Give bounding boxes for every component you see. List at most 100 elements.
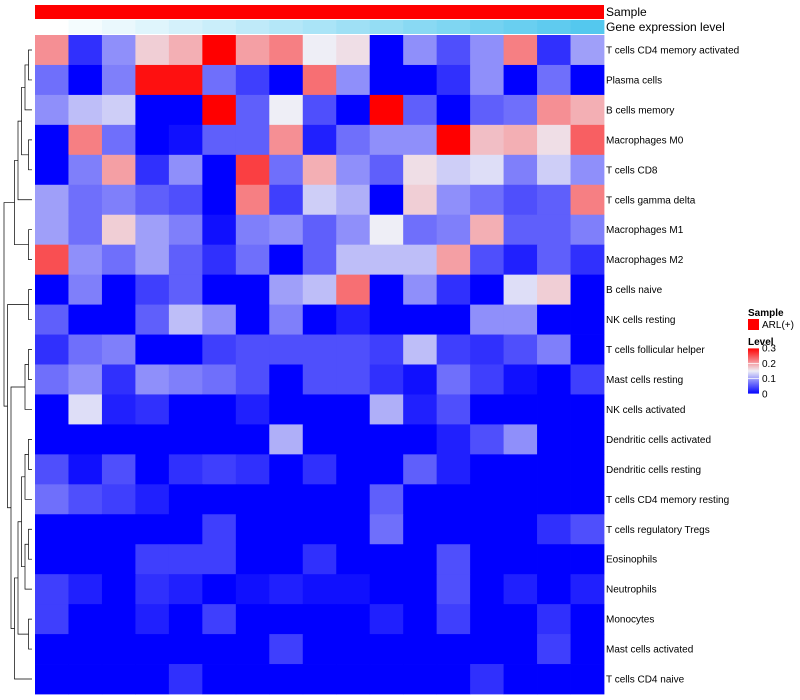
heatmap-cell: [403, 154, 438, 186]
heatmap-cell: [68, 334, 103, 365]
expression-annotation-cell: [202, 20, 237, 34]
heatmap-cell: [570, 514, 605, 545]
heatmap-cell: [302, 514, 337, 545]
dendrogram-branch: [21, 476, 25, 568]
heatmap-cell: [403, 514, 438, 545]
heatmap-cell: [403, 664, 438, 695]
heatmap-cell: [570, 334, 605, 365]
heatmap-cell: [101, 94, 136, 126]
heatmap-cell: [470, 484, 504, 515]
heatmap-cell: [101, 214, 136, 246]
heatmap-cell: [269, 64, 304, 96]
heatmap-cell: [101, 364, 136, 395]
heatmap-cell: [403, 184, 438, 216]
heatmap-cell: [135, 334, 170, 365]
sample-annotation-bar: [35, 5, 604, 19]
heatmap-cell: [68, 574, 103, 605]
heatmap-cell: [436, 244, 471, 276]
heatmap-cell: [336, 484, 371, 515]
expression-annotation-cell: [503, 20, 538, 34]
row-dendrogram: [3, 49, 32, 680]
heatmap-cell: [570, 544, 605, 575]
heatmap-cell: [68, 634, 103, 665]
heatmap-cell: [302, 94, 337, 126]
heatmap-cell: [302, 35, 337, 66]
heatmap-cell: [168, 214, 203, 246]
expression-annotation-cell: [101, 20, 136, 34]
heatmap-cell: [68, 514, 103, 545]
heatmap-cell: [436, 634, 471, 665]
heatmap-cell: [202, 64, 237, 96]
heatmap-cell: [436, 35, 471, 66]
heatmap-cell: [336, 94, 371, 126]
heatmap-cell: [537, 604, 571, 635]
heatmap-cell: [235, 484, 270, 515]
heatmap-cell: [135, 424, 170, 455]
heatmap-cell: [570, 64, 605, 96]
heatmap-cell: [403, 35, 438, 66]
heatmap-cell: [135, 94, 170, 126]
heatmap-cell: [235, 574, 270, 605]
heatmap-cell: [336, 334, 371, 365]
dendrogram-branch: [28, 439, 32, 470]
heatmap-cell: [269, 35, 304, 66]
heatmap-cell: [168, 35, 203, 66]
heatmap-cell: [369, 244, 404, 276]
heatmap-cell: [503, 544, 538, 575]
heatmap-cell: [369, 94, 404, 126]
heatmap-cell: [503, 514, 538, 545]
heatmap-cell: [336, 394, 371, 425]
heatmap-cell: [302, 574, 337, 605]
heatmap-cell: [68, 424, 103, 455]
dendrogram-branch: [28, 289, 32, 320]
heatmap-cell: [302, 364, 337, 395]
heatmap-cell: [369, 634, 404, 665]
heatmap-cell: [101, 334, 136, 365]
heatmap-cell: [470, 394, 504, 425]
heatmap-cell: [436, 274, 471, 305]
heatmap-cell: [403, 604, 438, 635]
legend-sample-title: Sample: [748, 308, 784, 319]
expression-annotation-cell: [168, 20, 203, 34]
heatmap-cell: [35, 514, 69, 545]
legend-sample-swatch: [748, 319, 759, 330]
heatmap-cell: [202, 634, 237, 665]
heatmap-cell: [302, 484, 337, 515]
heatmap-cell: [503, 484, 538, 515]
heatmap-cell: [369, 484, 404, 515]
heatmap-cell: [235, 424, 270, 455]
heatmap-cell: [302, 544, 337, 575]
heatmap-cell: [403, 454, 438, 485]
heatmap-cell: [68, 394, 103, 425]
legend-level-title: Level: [748, 337, 774, 348]
heatmap-cell: [369, 364, 404, 395]
heatmap-cell: [369, 35, 404, 66]
heatmap-cell: [135, 304, 170, 335]
heatmap-cell: [202, 244, 237, 276]
heatmap-cell: [235, 124, 270, 156]
heatmap-cell: [537, 214, 571, 246]
row-label: Mast cells activated: [606, 645, 693, 656]
heatmap-cell: [436, 64, 471, 96]
heatmap-cell: [269, 484, 304, 515]
heatmap-cell: [35, 184, 69, 216]
heatmap-cell: [68, 94, 103, 126]
heatmap-cell: [68, 604, 103, 635]
heatmap-cell: [570, 574, 605, 605]
legend-sample-item: ARL(+): [762, 320, 794, 331]
heatmap-cell: [202, 424, 237, 455]
heatmap-cell: [570, 214, 605, 246]
dendrogram-branch: [28, 618, 32, 650]
heatmap-cell: [403, 424, 438, 455]
heatmap-cell: [403, 394, 438, 425]
heatmap-cell: [369, 514, 404, 545]
row-label: Dendritic cells activated: [606, 435, 711, 446]
heatmap-cell: [235, 394, 270, 425]
heatmap-cell: [35, 634, 69, 665]
expression-annotation-cell: [336, 20, 371, 34]
heatmap-cell: [537, 634, 571, 665]
heatmap-cell: [202, 334, 237, 365]
heatmap-cell: [369, 424, 404, 455]
heatmap-cell: [68, 304, 103, 335]
